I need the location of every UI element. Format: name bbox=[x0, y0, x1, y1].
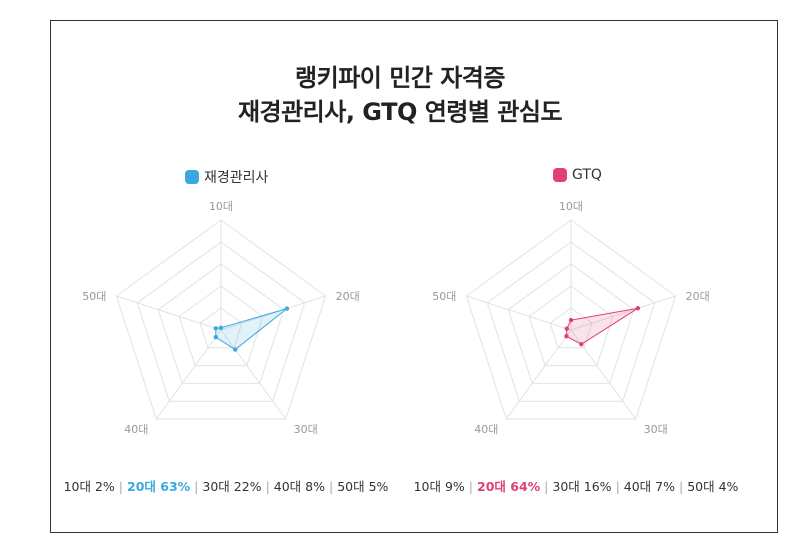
chart-title-line1: 랭키파이 민간 자격증 bbox=[295, 64, 505, 92]
summary-item: 50대 4% bbox=[687, 479, 739, 494]
axis-label: 40대 bbox=[474, 423, 498, 436]
axis-label: 10대 bbox=[209, 200, 233, 213]
summary-item: 10대 9% bbox=[413, 479, 465, 494]
summary-separator: | bbox=[194, 479, 199, 494]
grid-spoke bbox=[155, 329, 222, 420]
data-point bbox=[284, 306, 290, 311]
grid-ring bbox=[178, 285, 264, 367]
legend-swatch-2 bbox=[553, 168, 567, 182]
grid-spoke bbox=[505, 329, 572, 420]
axis-label: 20대 bbox=[686, 290, 710, 303]
grid-ring bbox=[465, 219, 677, 420]
grid-ring bbox=[528, 285, 614, 367]
data-point bbox=[564, 326, 570, 331]
data-point bbox=[579, 342, 584, 347]
summary-separator: | bbox=[468, 479, 473, 494]
summary-separator: | bbox=[679, 479, 684, 494]
legend-label-1: 재경관리사 bbox=[204, 170, 269, 186]
data-point bbox=[233, 347, 238, 352]
summary-separator: | bbox=[544, 479, 549, 494]
summary-item: 20대 64% bbox=[477, 479, 541, 494]
data-point bbox=[564, 334, 569, 339]
summary-separator: | bbox=[265, 479, 270, 494]
summary-separator: | bbox=[615, 479, 620, 494]
summary-line-2: 10대 9% | 20대 64% | 30대 16% | 40대 7% | 50대 4% bbox=[376, 476, 776, 495]
grid-spoke bbox=[466, 295, 572, 331]
grid-spoke bbox=[116, 295, 222, 331]
summary-item: 40대 7% bbox=[623, 479, 675, 494]
legend-label-2: GTQ bbox=[572, 167, 602, 183]
axis-label: 40대 bbox=[124, 423, 148, 436]
grid-ring bbox=[549, 307, 593, 349]
data-point bbox=[635, 306, 641, 311]
chart-title-line2: 재경관리사, GTQ 연령별 관심도 bbox=[237, 98, 563, 126]
axis-label: 50대 bbox=[432, 290, 456, 303]
series-area bbox=[565, 307, 639, 345]
grid-ring bbox=[157, 263, 285, 384]
grid-spoke bbox=[220, 329, 287, 420]
grid-ring bbox=[115, 219, 327, 420]
summary-separator: | bbox=[118, 479, 123, 494]
data-point bbox=[213, 334, 219, 340]
legend-swatch-1 bbox=[185, 170, 199, 184]
summary-item: 20대 63% bbox=[127, 479, 191, 494]
summary-item: 50대 5% bbox=[337, 479, 389, 494]
summary-item: 10대 2% bbox=[63, 479, 115, 494]
grid-ring bbox=[507, 263, 635, 384]
summary-separator: | bbox=[329, 479, 334, 494]
axis-label: 30대 bbox=[294, 423, 318, 436]
summary-line-1: 10대 2% | 20대 63% | 30대 22% | 40대 8% | 50대 5% bbox=[26, 476, 426, 495]
summary-item: 40대 8% bbox=[273, 479, 325, 494]
data-point bbox=[218, 325, 224, 330]
data-point bbox=[213, 326, 218, 331]
chart-frame bbox=[50, 20, 778, 533]
legend-series-2: GTQ bbox=[553, 167, 602, 183]
axis-label: 10대 bbox=[559, 200, 583, 213]
grid-spoke bbox=[570, 295, 676, 331]
axis-label: 20대 bbox=[336, 290, 360, 303]
axis-label: 30대 bbox=[644, 423, 668, 436]
data-point bbox=[568, 317, 574, 323]
summary-item: 30대 22% bbox=[202, 479, 262, 494]
legend-series-1: 재경관리사 bbox=[185, 167, 268, 187]
axis-label: 50대 bbox=[82, 290, 106, 303]
grid-ring bbox=[199, 307, 243, 349]
grid-ring bbox=[486, 241, 656, 402]
grid-ring bbox=[136, 241, 306, 402]
summary-item: 30대 16% bbox=[552, 479, 612, 494]
